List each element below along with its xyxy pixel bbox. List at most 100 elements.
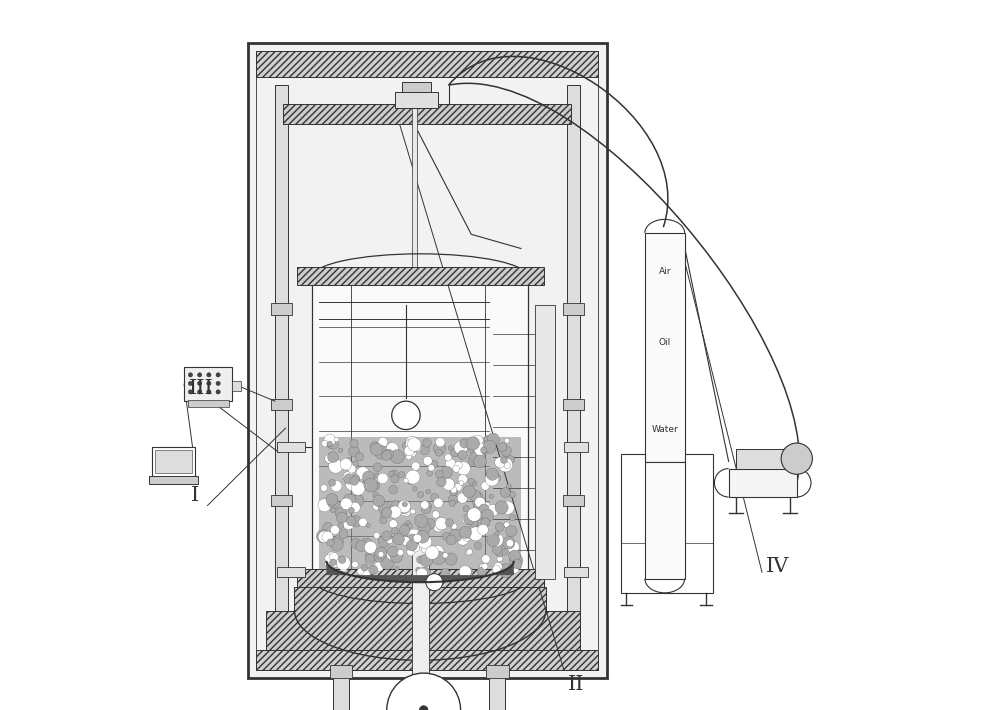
Circle shape [328,500,335,508]
Circle shape [341,498,352,510]
Circle shape [386,442,398,455]
Circle shape [391,475,399,483]
Circle shape [472,435,483,446]
Circle shape [392,401,420,430]
Circle shape [348,465,356,473]
Circle shape [478,524,488,535]
Circle shape [390,470,398,478]
Circle shape [435,470,443,478]
Circle shape [498,442,507,452]
Circle shape [321,485,327,491]
Circle shape [443,552,448,558]
Circle shape [373,463,382,471]
Circle shape [781,443,812,474]
Bar [563,399,584,410]
Circle shape [490,533,503,547]
Circle shape [443,479,455,491]
Circle shape [479,564,486,571]
Circle shape [489,494,494,498]
Circle shape [393,533,404,545]
Circle shape [467,549,472,555]
Circle shape [468,447,474,452]
Circle shape [329,479,336,486]
Circle shape [188,390,193,394]
Circle shape [316,530,330,543]
Circle shape [500,457,507,464]
Circle shape [469,490,481,501]
Circle shape [330,498,339,508]
Circle shape [374,552,384,562]
Circle shape [497,556,503,562]
Circle shape [487,505,499,516]
Circle shape [374,473,379,478]
Circle shape [432,545,444,557]
Circle shape [469,518,478,528]
Circle shape [492,545,502,555]
Circle shape [382,451,391,460]
Circle shape [350,502,360,513]
Text: IV: IV [766,557,790,576]
Circle shape [468,457,477,465]
Circle shape [462,567,473,578]
Circle shape [408,480,413,485]
Circle shape [382,510,390,518]
Circle shape [507,541,519,553]
Circle shape [349,446,359,457]
Circle shape [364,478,378,492]
Circle shape [412,486,417,491]
Circle shape [374,562,384,572]
Circle shape [378,552,384,557]
Bar [736,449,790,469]
Circle shape [479,504,489,514]
Circle shape [397,550,404,556]
Bar [297,569,544,587]
Circle shape [327,539,334,546]
Circle shape [331,481,342,491]
Bar [271,399,292,410]
Circle shape [373,495,385,507]
Circle shape [450,488,458,496]
Circle shape [345,462,353,471]
Circle shape [450,486,457,493]
Circle shape [352,461,358,468]
Circle shape [462,532,472,541]
Circle shape [332,536,343,547]
Bar [271,495,292,506]
Circle shape [403,523,407,528]
Circle shape [404,445,415,456]
Circle shape [416,530,429,543]
Circle shape [346,516,356,526]
Circle shape [349,508,354,513]
Circle shape [373,503,380,510]
Circle shape [420,554,433,567]
Circle shape [432,551,446,564]
Circle shape [449,500,455,506]
Circle shape [506,484,511,488]
Circle shape [457,493,467,503]
Circle shape [496,550,503,557]
Bar [535,305,555,579]
Circle shape [216,381,220,386]
Circle shape [486,468,499,480]
Circle shape [420,444,430,454]
Circle shape [387,538,392,544]
Circle shape [487,534,500,547]
Circle shape [448,446,453,450]
Circle shape [406,520,411,525]
Circle shape [401,536,410,545]
Circle shape [325,454,334,463]
Circle shape [344,474,354,484]
Bar [563,303,584,315]
Text: Oil: Oil [659,339,671,347]
Circle shape [351,481,365,495]
Circle shape [477,567,486,576]
Circle shape [427,470,432,476]
Circle shape [481,447,487,454]
Circle shape [428,464,435,471]
Circle shape [330,556,341,567]
Circle shape [377,473,388,484]
Circle shape [343,464,348,469]
Circle shape [493,562,502,572]
Circle shape [506,540,514,547]
Circle shape [198,373,202,377]
